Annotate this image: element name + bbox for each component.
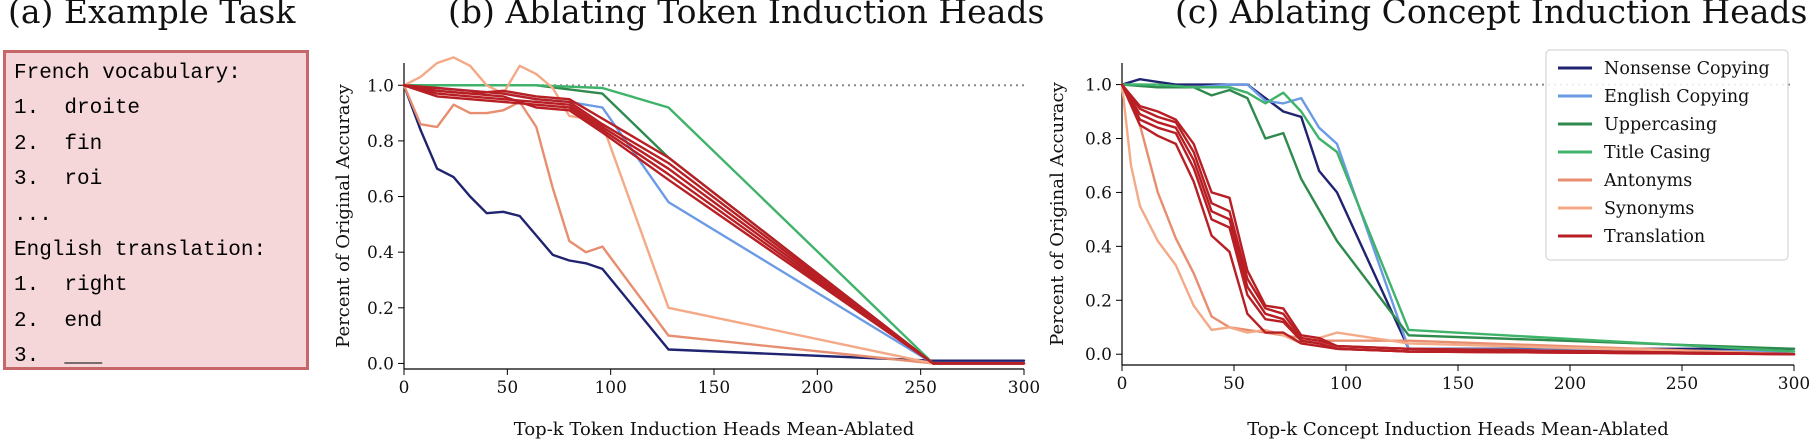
y-tick-label: 0.6	[367, 188, 394, 208]
series-line-translation	[1120, 83, 1796, 356]
series-line-title-casing	[1120, 83, 1796, 353]
series-line-synonyms	[1120, 83, 1796, 356]
series-line-english-copying	[402, 84, 1026, 365]
y-tick-label: 0.2	[1085, 291, 1112, 311]
task-line-2: 1. droite	[14, 97, 141, 121]
series-line-translation	[402, 84, 1026, 365]
task-line-6: English translation:	[14, 239, 267, 263]
y-tick-label: 0.6	[1085, 183, 1112, 203]
series-line-antonyms	[1120, 83, 1796, 356]
series-line-translation	[402, 84, 1026, 365]
x-tick-label: 0	[399, 378, 410, 398]
example-task-box: French vocabulary: 1. droite 2. fin 3. r…	[3, 50, 309, 370]
y-tick-label: 0.2	[367, 299, 394, 319]
panel-a-title: (a) Example Task	[8, 0, 296, 31]
y-axis-label: Percent of Original Accuracy	[333, 83, 354, 347]
task-line-5: ...	[14, 203, 52, 227]
x-tick-label: 300	[1008, 378, 1040, 398]
series-line-translation	[1120, 83, 1796, 356]
task-line-1: French vocabulary:	[14, 62, 241, 85]
y-tick-label: 0.4	[367, 243, 394, 263]
legend-label-antonyms: Antonyms	[1603, 171, 1692, 191]
x-tick-label: 50	[1223, 374, 1245, 394]
x-axis-label: Top-k Token Induction Heads Mean-Ablated	[514, 419, 915, 440]
series-line-uppercasing	[402, 84, 1026, 365]
x-tick-label: 100	[594, 378, 626, 398]
x-tick-label: 250	[1666, 374, 1698, 394]
y-tick-label: 1.0	[367, 76, 394, 96]
y-tick-label: 0.0	[367, 354, 394, 374]
panel-b-title: (b) Ablating Token Induction Heads	[448, 0, 1045, 31]
legend-label-english-copying: English Copying	[1604, 87, 1749, 107]
chart-token-ablation: 0 50 100 150 200 250 300 0.0 0.2 0.4 0.6 0.8 1.0 Top-…	[333, 56, 1040, 440]
legend-label-translation: Translation	[1604, 227, 1705, 247]
series-line-synonyms	[402, 56, 1026, 365]
legend-label-synonyms: Synonyms	[1604, 199, 1694, 219]
x-tick-label: 0	[1117, 374, 1128, 394]
x-tick-label: 150	[698, 378, 730, 398]
y-tick-label: 0.8	[1085, 130, 1112, 150]
legend: Nonsense Copying English Copying Uppercasi…	[1545, 49, 1789, 261]
x-tick-label: 300	[1778, 374, 1810, 394]
y-tick-label: 0.4	[1085, 237, 1112, 257]
x-tick-label: 150	[1442, 374, 1474, 394]
x-tick-label: 50	[497, 378, 519, 398]
series-line-nonsense-copying	[402, 84, 1026, 362]
x-tick-label: 200	[1554, 374, 1586, 394]
x-tick-label: 100	[1330, 374, 1362, 394]
series-line-translation	[402, 84, 1026, 365]
task-line-9: 3. ___	[14, 345, 103, 369]
task-line-4: 3. roi	[14, 168, 103, 192]
legend-label-uppercasing: Uppercasing	[1604, 115, 1717, 135]
y-tick-label: 0.8	[367, 132, 394, 152]
series-line-title-casing	[402, 84, 1026, 365]
y-tick-label: 1.0	[1085, 76, 1112, 96]
y-axis-label: Percent of Original Accuracy	[1047, 81, 1068, 345]
series-line-translation	[402, 84, 1026, 365]
panel-c-title: (c) Ablating Concept Induction Heads	[1175, 0, 1808, 31]
task-line-7: 1. right	[14, 274, 128, 298]
task-line-3: 2. fin	[14, 132, 103, 156]
x-tick-label: 200	[801, 378, 833, 398]
series-line-antonyms	[402, 84, 1026, 365]
chart-concept-ablation: 0 50 100 150 200 250 300 0.0 0.2 0.4 0.6 0.8 1.0 Top-…	[1047, 49, 1810, 440]
legend-box	[1545, 49, 1789, 261]
y-tick-label: 0.0	[1085, 345, 1112, 365]
series-line-translation	[402, 84, 1026, 365]
x-tick-label: 250	[904, 378, 936, 398]
legend-label-title-casing: Title Casing	[1604, 143, 1711, 163]
legend-label-nonsense-copying: Nonsense Copying	[1604, 59, 1770, 79]
task-line-8: 2. end	[14, 309, 103, 333]
x-axis-label: Top-k Concept Induction Heads Mean-Ablat…	[1247, 419, 1669, 440]
